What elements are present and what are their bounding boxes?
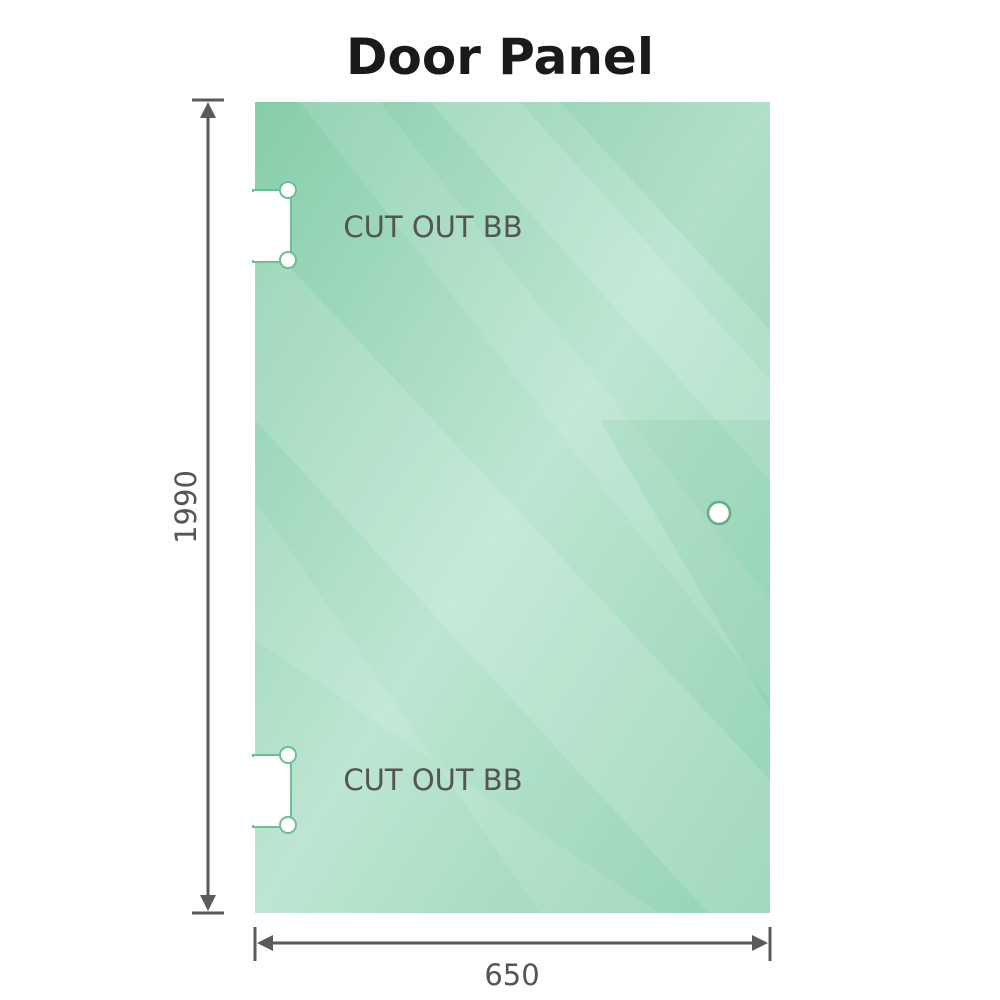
cutout-top-label: CUT OUT BB bbox=[343, 210, 522, 244]
glass-reflections bbox=[255, 102, 770, 913]
cutout-top bbox=[250, 181, 297, 269]
cutout-bottom-label: CUT OUT BB bbox=[343, 763, 522, 797]
width-dimension-label: 650 bbox=[484, 958, 539, 992]
cutout-bottom bbox=[250, 746, 297, 834]
handle-hole bbox=[706, 500, 732, 526]
height-dimension-arrow bbox=[192, 98, 224, 915]
width-dimension-arrow bbox=[253, 927, 772, 961]
diagram-title: Door Panel bbox=[346, 28, 654, 86]
height-dimension-label: 1990 bbox=[169, 470, 203, 544]
glass-panel bbox=[255, 102, 770, 913]
